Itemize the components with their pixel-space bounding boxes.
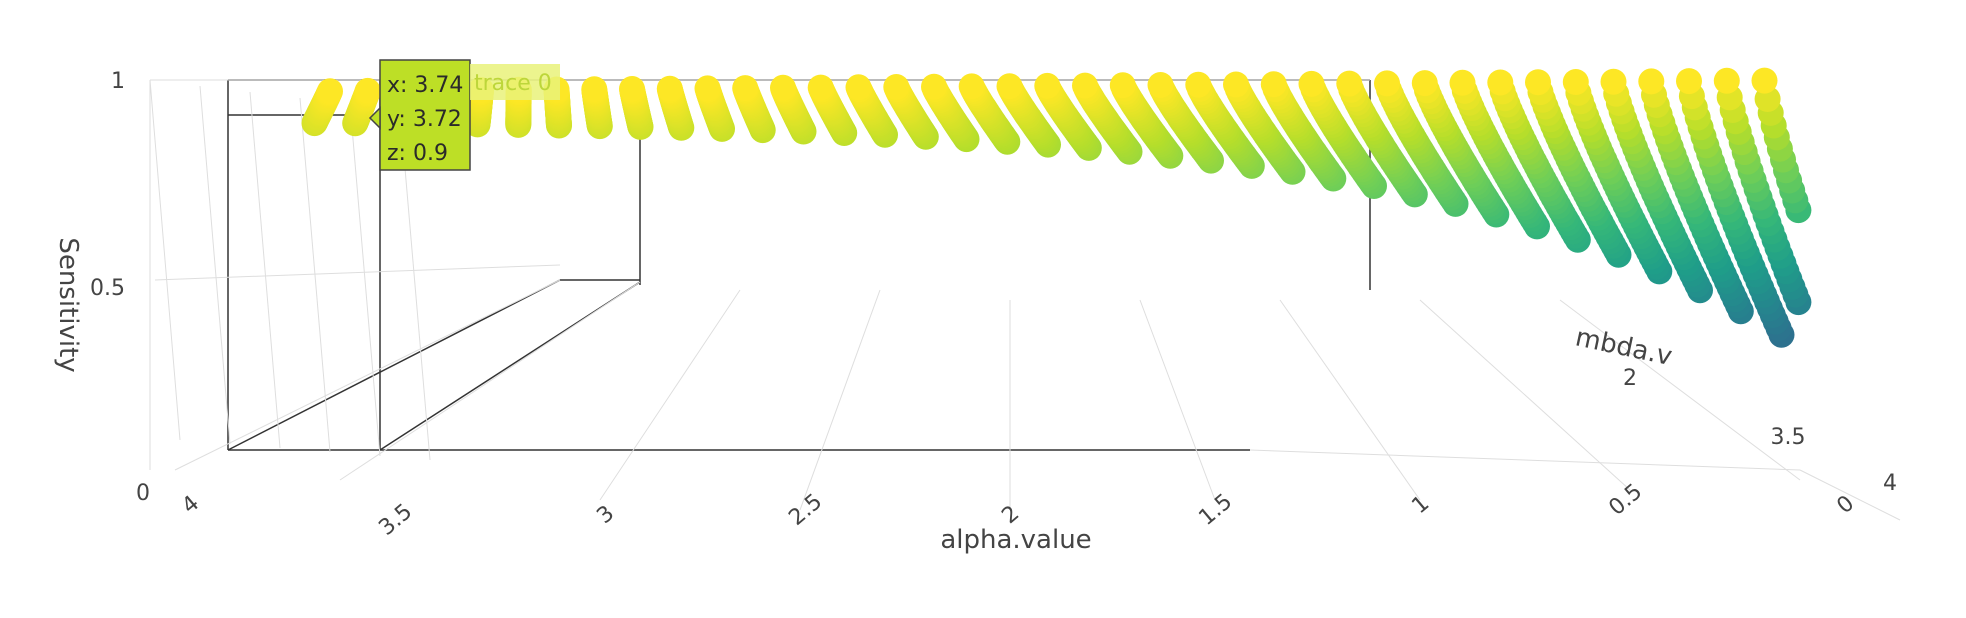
scatter-point — [883, 74, 910, 100]
x-tick-label: 1.5 — [1194, 489, 1237, 531]
scatter-point — [1147, 72, 1174, 98]
scatter-point — [1223, 71, 1249, 98]
scatter-point — [619, 76, 645, 102]
grid-line — [299, 97, 331, 453]
scatter-point — [845, 74, 872, 101]
scatter-point — [1374, 70, 1400, 97]
grid-line — [349, 103, 381, 457]
z-axis-title: Sensitivity — [53, 237, 83, 372]
grid-line — [1559, 299, 1801, 481]
grid-line — [1799, 469, 1901, 521]
scatter-point — [1298, 70, 1325, 97]
grid-line — [174, 279, 561, 471]
scatter-point — [317, 78, 343, 105]
scatter-point — [1676, 68, 1702, 95]
hover-trace-name: trace 0 — [474, 71, 552, 96]
z-tick-label: 0 — [136, 481, 150, 506]
scatter-point — [958, 73, 985, 100]
x-tick-label: 4 — [177, 491, 204, 519]
grid-line — [1249, 449, 1801, 471]
grid-line — [249, 91, 281, 449]
scatter-point — [807, 74, 834, 101]
scatter-point — [1638, 68, 1665, 95]
z-tick-label: 1 — [111, 69, 125, 94]
scatter-point — [1449, 69, 1476, 96]
scatter-point — [1411, 70, 1438, 97]
scatter-point — [1562, 69, 1589, 95]
scatter-point — [1185, 71, 1212, 98]
scatter-point — [581, 76, 608, 103]
scatter-markers — [301, 67, 1812, 348]
scatter-point — [694, 75, 721, 102]
x-axis-title: alpha.value — [940, 525, 1091, 555]
y-axis-title: mbda.v — [1573, 322, 1675, 372]
scatter-point — [1109, 72, 1136, 99]
scene-frame-line — [227, 279, 561, 451]
scatter-point — [1600, 68, 1627, 95]
scatter-point — [1336, 70, 1363, 97]
y-tick-label: 4 — [1883, 471, 1897, 496]
scatter-point — [354, 77, 381, 104]
hover-trace-box — [470, 64, 560, 100]
grid-line — [599, 289, 741, 501]
scatter-point — [1713, 67, 1740, 94]
y-tick-labels: 23.54 — [1623, 366, 1897, 496]
grid-line — [1419, 299, 1631, 491]
hover-x: x: 3.74 — [387, 73, 463, 98]
scatter-point — [770, 74, 796, 101]
y-tick-label: 3.5 — [1771, 425, 1806, 450]
hover-tooltip-box — [379, 59, 471, 171]
hover-y: y: 3.72 — [387, 107, 462, 132]
scatter-point — [1487, 69, 1514, 96]
z-tick-labels: 00.51 — [90, 69, 150, 506]
hover-tooltip-pointer — [368, 106, 381, 130]
scatter-point — [1034, 72, 1061, 99]
x-tick-label: 2.5 — [784, 489, 827, 531]
grid-line — [1139, 299, 1216, 501]
scatter-point — [1260, 71, 1287, 98]
grid-line — [1279, 299, 1421, 501]
grid-line — [149, 79, 181, 441]
y-tick-label: 2 — [1623, 366, 1637, 391]
scene-frame-line — [379, 281, 641, 451]
x-tick-label: 3 — [592, 501, 619, 529]
scatter-point — [1525, 69, 1551, 96]
hover-tooltip: x: 3.74 y: 3.72 z: 0.9 trace 0 — [368, 59, 560, 171]
scatter-point — [1751, 67, 1778, 94]
scatter-point — [921, 73, 947, 100]
x-tick-label: 0.5 — [1604, 479, 1647, 521]
grid-line — [154, 264, 561, 281]
grid-line — [199, 85, 231, 445]
x-tick-label: 0 — [1832, 491, 1859, 519]
scatter-point — [1072, 72, 1098, 99]
scatter-point — [996, 73, 1023, 100]
scatter-point — [656, 75, 683, 102]
x-tick-label: 1 — [1407, 491, 1434, 519]
scatter-point — [732, 75, 759, 102]
grid-line — [339, 281, 641, 481]
hover-z: z: 0.9 — [387, 141, 448, 166]
x-tick-label: 3.5 — [374, 499, 417, 541]
z-tick-label: 0.5 — [90, 276, 125, 301]
grid-line — [799, 289, 881, 511]
